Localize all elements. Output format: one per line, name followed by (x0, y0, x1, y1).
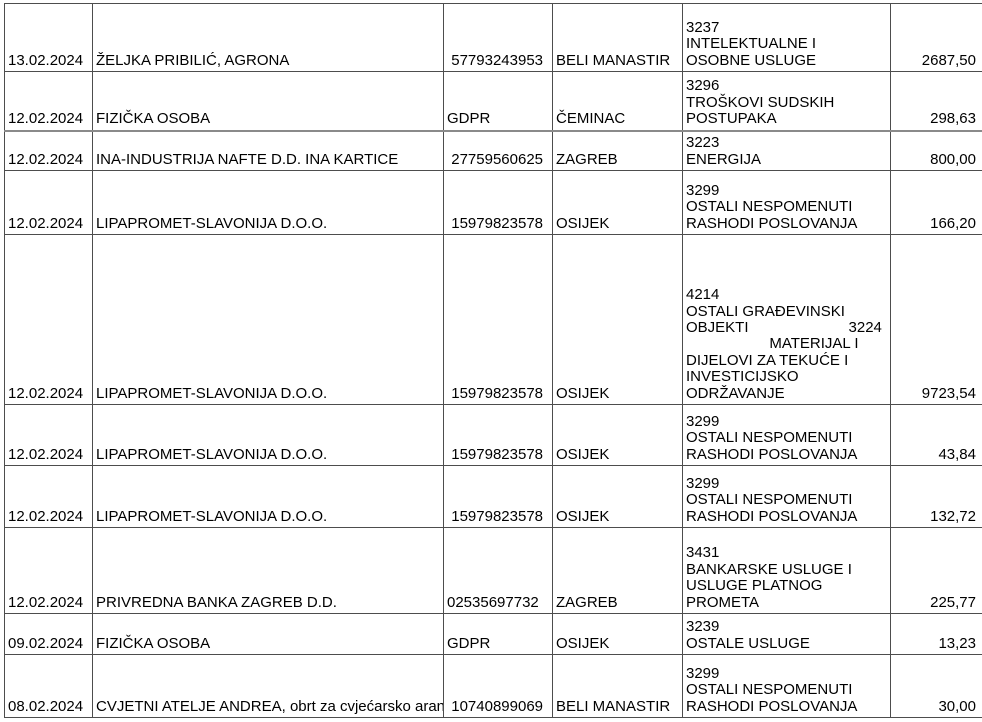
cell-tax-id: 10740899069 (443, 654, 553, 718)
cell-expense-category: 4214 OSTALI GRAĐEVINSKI OBJEKTI 3224 MAT… (682, 234, 891, 405)
cell-amount: 298,63 (890, 71, 982, 132)
cell-expense-category: 3299 OSTALI NESPOMENUTI RASHODI POSLOVAN… (682, 170, 891, 235)
cell-city: OSIJEK (552, 404, 683, 466)
cell-city: BELI MANASTIR (552, 654, 683, 718)
cell-city: ČEMINAC (552, 71, 683, 132)
cell-tax-id: GDPR (443, 613, 553, 655)
cell-tax-id: 15979823578 (443, 465, 553, 528)
cell-payee-name: CVJETNI ATELJE ANDREA, obrt za cvjećarsk… (92, 654, 444, 718)
cell-payee-name: INA-INDUSTRIJA NAFTE D.D. INA KARTICE (92, 130, 444, 171)
cell-tax-id: 15979823578 (443, 170, 553, 235)
cell-amount: 43,84 (890, 404, 982, 466)
cell-expense-category: 3296 TROŠKOVI SUDSKIH POSTUPAKA (682, 71, 891, 132)
cell-amount: 800,00 (890, 130, 982, 171)
cell-expense-category: 3223 ENERGIJA (682, 130, 891, 171)
cell-payee-name: LIPAPROMET-SLAVONIJA D.O.O. (92, 404, 444, 466)
cell-payee-name: LIPAPROMET-SLAVONIJA D.O.O. (92, 234, 444, 405)
cell-amount: 9723,54 (890, 234, 982, 405)
cell-city: OSIJEK (552, 170, 683, 235)
cell-date: 12.02.2024 (4, 465, 93, 528)
cell-amount: 225,77 (890, 527, 982, 614)
cell-date: 12.02.2024 (4, 527, 93, 614)
table-row: 12.02.2024 PRIVREDNA BANKA ZAGREB D.D. 0… (4, 527, 982, 614)
cell-tax-id: 15979823578 (443, 404, 553, 466)
cell-city: BELI MANASTIR (552, 3, 683, 72)
table-row: 12.02.2024 INA-INDUSTRIJA NAFTE D.D. INA… (4, 130, 982, 171)
cell-amount: 30,00 (890, 654, 982, 718)
expenses-table: 13.02.2024 ŽELJKA PRIBILIĆ, AGRONA 57793… (4, 3, 982, 718)
cell-tax-id: 02535697732 (443, 527, 553, 614)
cell-amount: 132,72 (890, 465, 982, 528)
cell-date: 12.02.2024 (4, 130, 93, 171)
cell-tax-id: GDPR (443, 71, 553, 132)
cell-payee-name: LIPAPROMET-SLAVONIJA D.O.O. (92, 465, 444, 528)
cell-city: OSIJEK (552, 234, 683, 405)
cell-amount: 13,23 (890, 613, 982, 655)
table-row: 12.02.2024 LIPAPROMET-SLAVONIJA D.O.O. 1… (4, 465, 982, 528)
table-row: 12.02.2024 FIZIČKA OSOBA GDPR ČEMINAC 32… (4, 71, 982, 132)
cell-payee-name: PRIVREDNA BANKA ZAGREB D.D. (92, 527, 444, 614)
cell-amount: 2687,50 (890, 3, 982, 72)
document-page: 13.02.2024 ŽELJKA PRIBILIĆ, AGRONA 57793… (4, 3, 982, 718)
table-row: 13.02.2024 ŽELJKA PRIBILIĆ, AGRONA 57793… (4, 3, 982, 72)
cell-expense-category: 3299 OSTALI NESPOMENUTI RASHODI POSLOVAN… (682, 404, 891, 466)
cell-payee-name: FIZIČKA OSOBA (92, 71, 444, 132)
cell-date: 13.02.2024 (4, 3, 93, 72)
cell-city: OSIJEK (552, 613, 683, 655)
cell-payee-name: ŽELJKA PRIBILIĆ, AGRONA (92, 3, 444, 72)
table-row: 08.02.2024 CVJETNI ATELJE ANDREA, obrt z… (4, 654, 982, 718)
table-row: 09.02.2024 FIZIČKA OSOBA GDPR OSIJEK 323… (4, 613, 982, 655)
cell-tax-id: 27759560625 (443, 130, 553, 171)
cell-date: 12.02.2024 (4, 404, 93, 466)
cell-expense-category: 3239 OSTALE USLUGE (682, 613, 891, 655)
cell-payee-name: LIPAPROMET-SLAVONIJA D.O.O. (92, 170, 444, 235)
table-row: 12.02.2024 LIPAPROMET-SLAVONIJA D.O.O. 1… (4, 404, 982, 466)
cell-date: 12.02.2024 (4, 71, 93, 132)
cell-expense-category: 3299 OSTALI NESPOMENUTI RASHODI POSLOVAN… (682, 465, 891, 528)
cell-expense-category: 3431 BANKARSKE USLUGE I USLUGE PLATNOG P… (682, 527, 891, 614)
table-row: 12.02.2024 LIPAPROMET-SLAVONIJA D.O.O. 1… (4, 170, 982, 235)
cell-date: 12.02.2024 (4, 170, 93, 235)
cell-expense-category: 3237 INTELEKTUALNE I OSOBNE USLUGE (682, 3, 891, 72)
cell-date: 08.02.2024 (4, 654, 93, 718)
cell-expense-category: 3299 OSTALI NESPOMENUTI RASHODI POSLOVAN… (682, 654, 891, 718)
cell-city: ZAGREB (552, 527, 683, 614)
table-row: 12.02.2024 LIPAPROMET-SLAVONIJA D.O.O. 1… (4, 234, 982, 405)
expenses-table-body: 13.02.2024 ŽELJKA PRIBILIĆ, AGRONA 57793… (4, 3, 982, 718)
cell-date: 12.02.2024 (4, 234, 93, 405)
cell-city: OSIJEK (552, 465, 683, 528)
cell-date: 09.02.2024 (4, 613, 93, 655)
cell-payee-name: FIZIČKA OSOBA (92, 613, 444, 655)
cell-tax-id: 57793243953 (443, 3, 553, 72)
cell-city: ZAGREB (552, 130, 683, 171)
cell-tax-id: 15979823578 (443, 234, 553, 405)
cell-amount: 166,20 (890, 170, 982, 235)
